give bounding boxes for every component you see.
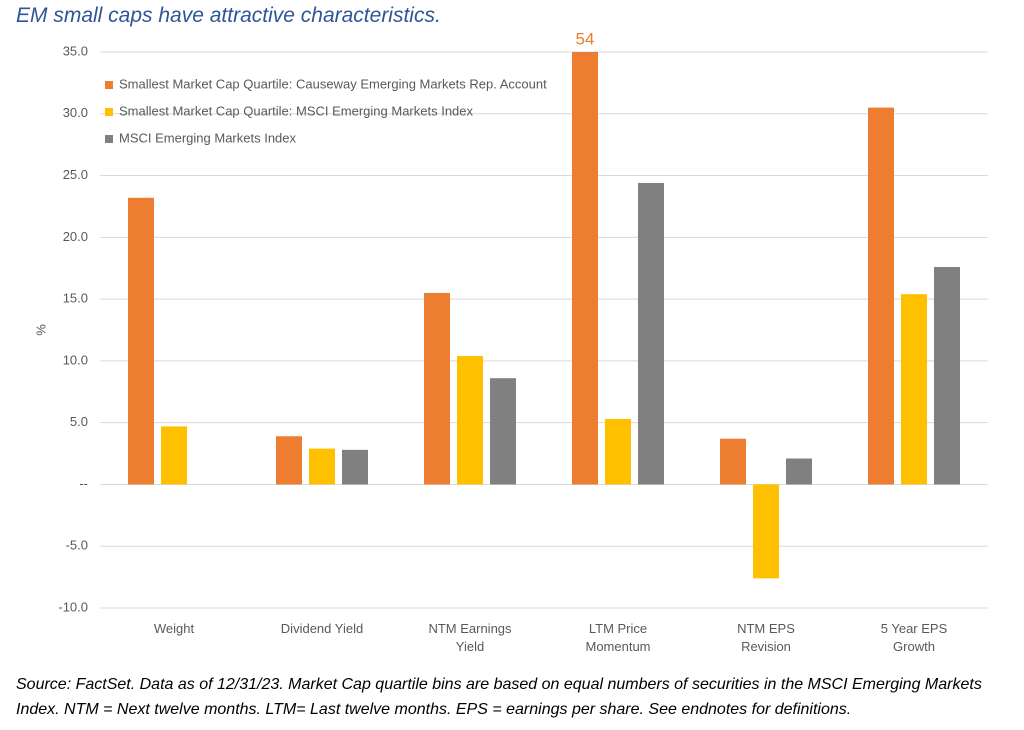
y-tick-label: 20.0 (63, 229, 88, 244)
bar (424, 292, 450, 485)
legend-swatch (105, 81, 113, 89)
y-tick-label: -5.0 (66, 538, 88, 553)
bar (638, 182, 664, 485)
y-axis-label: % (33, 324, 48, 336)
y-tick-label: 35.0 (63, 43, 88, 58)
x-tick-label: NTM Earnings Yield (428, 621, 512, 654)
bar (276, 436, 302, 485)
y-tick-label: 10.0 (63, 352, 88, 367)
source-note: Source: FactSet. Data as of 12/31/23. Ma… (16, 676, 982, 718)
bar (753, 484, 779, 579)
y-tick-label: 25.0 (63, 167, 88, 182)
legend-label: MSCI Emerging Markets Index (119, 130, 297, 145)
bar (605, 418, 631, 485)
bar (720, 438, 746, 485)
bar (490, 378, 516, 485)
legend-label: Smallest Market Cap Quartile: Causeway E… (119, 76, 547, 91)
x-tick-label: LTM Price Momentum (585, 621, 651, 654)
legend-label: Smallest Market Cap Quartile: MSCI Emerg… (119, 103, 474, 118)
x-tick-label: NTM EPS Revision (737, 621, 795, 654)
x-tick-label: Weight (153, 621, 195, 636)
bar (786, 458, 812, 485)
bar (868, 107, 894, 485)
y-tick-label: 5.0 (70, 414, 88, 429)
bar (901, 294, 927, 485)
bar (161, 426, 187, 485)
data-label: 54 (576, 29, 595, 48)
y-tick-label: 15.0 (63, 291, 88, 306)
legend-swatch (105, 135, 113, 143)
bar (342, 449, 368, 485)
bar (309, 448, 335, 485)
bar (128, 197, 154, 485)
bar (457, 355, 483, 485)
bar (572, 52, 598, 485)
x-tick-label: Dividend Yield (280, 621, 364, 636)
chart-title: EM small caps have attractive characteri… (16, 4, 441, 27)
legend-swatch (105, 108, 113, 116)
y-tick-label: -- (79, 476, 88, 491)
bar (934, 266, 960, 485)
x-tick-label: 5 Year EPS Growth (880, 621, 948, 654)
y-tick-label: -10.0 (58, 599, 88, 614)
y-tick-label: 30.0 (63, 105, 88, 120)
